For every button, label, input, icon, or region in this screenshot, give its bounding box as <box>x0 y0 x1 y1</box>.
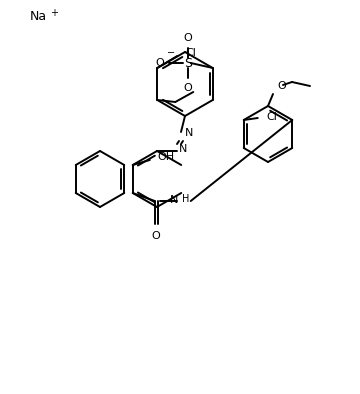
Text: N: N <box>179 144 187 154</box>
Text: +: + <box>50 8 58 18</box>
Text: Cl: Cl <box>185 48 196 58</box>
Text: O: O <box>277 81 286 91</box>
Text: O: O <box>183 83 192 93</box>
Text: −: − <box>167 48 175 58</box>
Text: Cl: Cl <box>267 112 278 122</box>
Text: O: O <box>183 33 192 43</box>
Text: O: O <box>151 231 160 241</box>
Text: O: O <box>155 58 164 68</box>
Text: Na: Na <box>30 9 47 22</box>
Text: H: H <box>182 194 189 204</box>
Text: S: S <box>184 56 192 69</box>
Text: N: N <box>185 128 193 138</box>
Text: N: N <box>169 195 178 205</box>
Text: OH: OH <box>158 152 175 162</box>
